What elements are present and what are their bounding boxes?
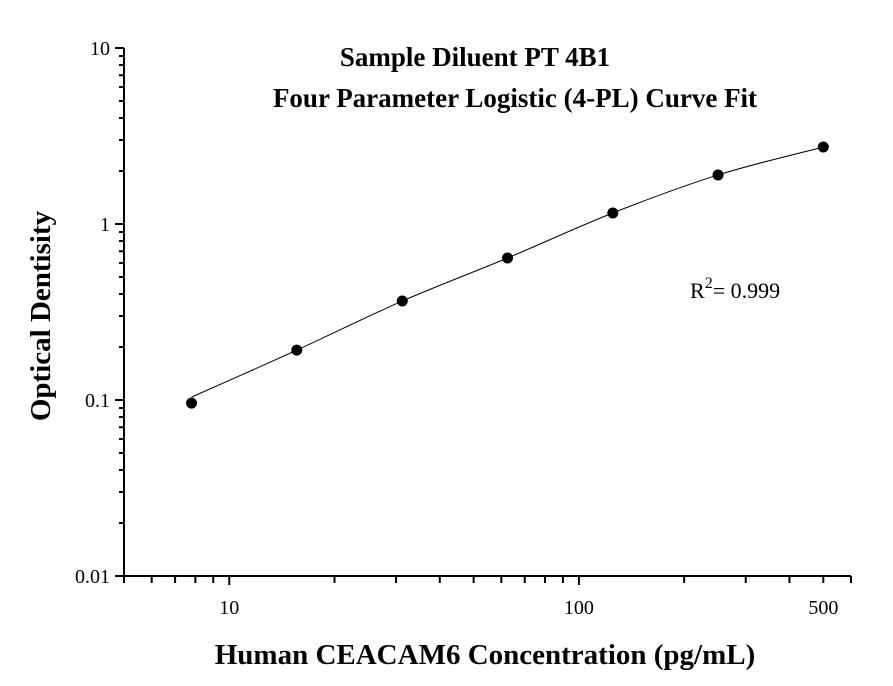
y-tick-label: 1 (100, 214, 110, 236)
y-tick-label: 0.01 (75, 566, 110, 588)
chart-title-line1: Sample Diluent PT 4B1 (340, 42, 610, 72)
r-squared-annotation: R2= 0.999 (690, 275, 780, 303)
x-tick-label: 500 (808, 597, 838, 619)
x-axis-label: Human CEACAM6 Concentration (pg/mL) (215, 639, 756, 671)
data-point (607, 207, 619, 219)
data-point (291, 344, 303, 356)
data-point (817, 141, 829, 153)
fit-curve (191, 146, 824, 398)
x-tick-label: 100 (564, 597, 594, 619)
data-point (186, 397, 198, 409)
x-tick-label: 10 (219, 597, 239, 619)
data-point (712, 169, 724, 181)
axes: 0.01 0.1 1 10 10 100 500 (75, 38, 852, 619)
y-axis-label: Optical Dentisity (25, 210, 57, 421)
data-points (186, 141, 829, 409)
data-point (396, 295, 408, 307)
y-tick-label: 0.1 (85, 390, 110, 412)
data-point (502, 252, 514, 264)
chart-title-line2: Four Parameter Logistic (4-PL) Curve Fit (273, 83, 757, 113)
y-tick-label: 10 (90, 38, 110, 60)
